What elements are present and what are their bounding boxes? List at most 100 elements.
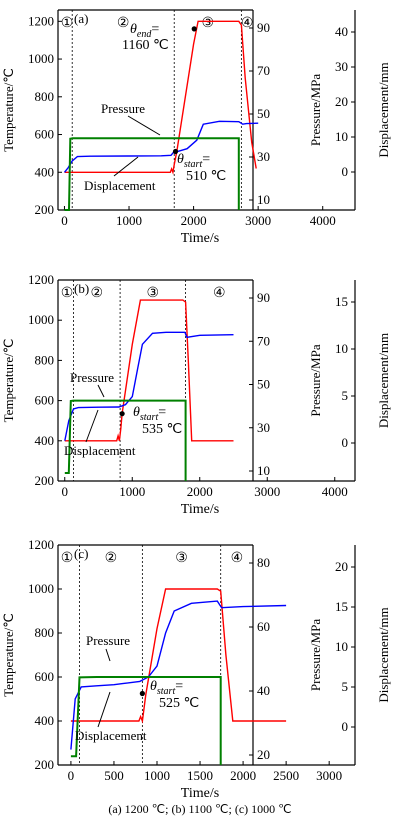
panel3-pressure-tick-label: 80 bbox=[257, 555, 270, 570]
panel2-x-tick-label: 3000 bbox=[254, 484, 280, 499]
panel3-pressure-tick-label: 20 bbox=[257, 747, 270, 762]
panel1-displacement-leader bbox=[113, 156, 139, 177]
panel1-theta-end-value: 1160 ℃ bbox=[122, 38, 169, 53]
panel2-stage-label: ③ bbox=[147, 286, 160, 301]
panel1-x-tick-label: 4000 bbox=[310, 213, 336, 228]
panel3-stage-label: ① bbox=[61, 551, 74, 566]
panel3-temperature-line bbox=[70, 588, 287, 724]
panel3-theta-start-marker bbox=[139, 690, 145, 697]
panel2-pressure-tick-label: 30 bbox=[257, 420, 270, 435]
panel3-displacement-tick-label: 5 bbox=[342, 679, 349, 694]
panel1-panel-label: (a) bbox=[74, 11, 88, 26]
panel2-pressure-annotation: Pressure bbox=[70, 370, 114, 385]
panel2-stage-label: ② bbox=[91, 286, 104, 301]
panel1-displacement-axis-label: Displacement/mm bbox=[376, 62, 391, 157]
panel3-y-axis-label: Temperature/℃ bbox=[1, 613, 16, 697]
panel2-theta-start-label: θstart= bbox=[133, 405, 166, 423]
panel2-pressure-tick-label: 10 bbox=[257, 463, 270, 478]
panel3-x-axis-label: Time/s bbox=[181, 786, 219, 800]
panel1-stage-label: ② bbox=[117, 16, 130, 31]
panel1-y-tick-label: 800 bbox=[35, 89, 55, 104]
panel3-displacement-tick-label: 0 bbox=[342, 719, 349, 734]
panel1-x-tick-label: 1000 bbox=[116, 213, 142, 228]
panel1-pressure-tick-label: 10 bbox=[257, 192, 270, 207]
panel1-y-tick-label: 400 bbox=[35, 164, 55, 179]
panel3-pressure-axis-label: Pressure/MPa bbox=[308, 619, 323, 691]
panel3-pressure-tick-label: 60 bbox=[257, 619, 270, 634]
panel2-displacement-line bbox=[64, 331, 234, 441]
panel2-pressure-line bbox=[64, 399, 187, 481]
panel1-y-tick-label: 600 bbox=[35, 127, 55, 142]
panel1-displacement-tick-label: 30 bbox=[335, 59, 348, 74]
panel3-y-tick-label: 1200 bbox=[28, 537, 54, 552]
panel3-displacement-tick-label: 15 bbox=[335, 599, 348, 614]
panel3-stage-label: ③ bbox=[175, 551, 188, 566]
panel2-pressure-tick-label: 90 bbox=[257, 290, 270, 305]
panel1-pressure-tick-label: 50 bbox=[257, 106, 270, 121]
panel1-stage-label: ① bbox=[61, 16, 74, 31]
panel2-stage-label: ④ bbox=[213, 286, 226, 301]
panel3-displacement-tick-label: 10 bbox=[335, 639, 348, 654]
panel1-displacement-line bbox=[63, 120, 259, 173]
panel1-pressure-axis-label: Pressure/MPa bbox=[308, 74, 323, 146]
panel2-y-tick-label: 800 bbox=[35, 352, 55, 367]
panel2-stage-label: ① bbox=[61, 286, 74, 301]
panel3-displacement-annotation: Displacement bbox=[75, 728, 147, 743]
panel1-stage-label: ④ bbox=[241, 16, 254, 31]
panel1-x-tick-label: 3000 bbox=[245, 213, 271, 228]
panel3-x-tick-label: 500 bbox=[104, 768, 124, 783]
panel2-displacement-tick-label: 10 bbox=[335, 341, 348, 356]
panel2-temperature-line bbox=[64, 299, 234, 442]
panel1-pressure-leader bbox=[127, 115, 161, 136]
panel1-displacement-tick-label: 40 bbox=[335, 24, 348, 39]
panel1-theta-end-label: θend= bbox=[130, 22, 159, 40]
panel1-displacement-tick-label: 20 bbox=[335, 94, 348, 109]
panel3-y-tick-label: 400 bbox=[35, 713, 55, 728]
panel2-y-tick-label: 400 bbox=[35, 433, 55, 448]
panel1-x-tick-label: 2000 bbox=[181, 213, 207, 228]
panel2-displacement-tick-label: 15 bbox=[335, 294, 348, 309]
panel2-displacement-axis-label: Displacement/mm bbox=[376, 333, 391, 428]
panel1-y-tick-label: 1200 bbox=[28, 13, 54, 28]
panel3-pressure-annotation: Pressure bbox=[86, 633, 130, 648]
panel2-pressure-leader bbox=[97, 384, 105, 398]
panel2-x-tick-label: 0 bbox=[62, 484, 69, 499]
panel2-y-tick-label: 1000 bbox=[28, 312, 54, 327]
panel2-x-tick-label: 1000 bbox=[119, 484, 145, 499]
panel2-pressure-tick-label: 50 bbox=[257, 377, 270, 392]
panel1-temperature-line bbox=[64, 20, 257, 175]
panel2-y-tick-label: 1200 bbox=[28, 272, 54, 287]
panel2-x-axis-label: Time/s bbox=[181, 502, 219, 517]
panel3-displacement-leader bbox=[97, 691, 111, 728]
panel3-x-tick-label: 0 bbox=[68, 768, 75, 783]
panel2-x-tick-label: 2000 bbox=[187, 484, 213, 499]
panel1-theta-end-marker bbox=[191, 26, 197, 32]
panel1-pressure-annotation: Pressure bbox=[101, 101, 145, 116]
panel2-theta-start-marker bbox=[119, 411, 125, 417]
panel3-x-tick-label: 1000 bbox=[144, 768, 170, 783]
figure-canvas: 0 1000 2000 3000 400020040060080010001200103… bbox=[1, 9, 391, 800]
panel2-panel-label: (b) bbox=[74, 281, 89, 296]
panel3-stage-label: ④ bbox=[231, 551, 244, 566]
panel1-stage-label: ③ bbox=[202, 16, 215, 31]
panel2-x-tick-label: 4000 bbox=[322, 484, 348, 499]
panel1-theta-start-value: 510 ℃ bbox=[186, 169, 226, 184]
panel3-pressure-tick-label: 40 bbox=[257, 683, 270, 698]
panel1-pressure-tick-label: 70 bbox=[257, 63, 270, 78]
panel1-pressure-tick-label: 90 bbox=[257, 20, 270, 35]
panel3-theta-start-label: θstart= bbox=[150, 679, 183, 697]
panel3-y-tick-label: 600 bbox=[35, 669, 55, 684]
panel2-pressure-axis-label: Pressure/MPa bbox=[308, 344, 323, 416]
panel1-theta-start-label: θstart= bbox=[177, 152, 210, 170]
panel2-y-tick-label: 200 bbox=[35, 473, 55, 488]
panel1-displacement-annotation: Displacement bbox=[84, 178, 156, 193]
panel3-y-tick-label: 200 bbox=[35, 757, 55, 772]
panel3-displacement-tick-label: 20 bbox=[335, 559, 348, 574]
panel1-theta-start-marker bbox=[172, 148, 179, 155]
panel3-panel-label: (c) bbox=[74, 546, 88, 561]
panel1-x-tick-label: 0 bbox=[61, 213, 68, 228]
panel2-y-tick-label: 600 bbox=[35, 393, 55, 408]
panel3-x-tick-label: 2000 bbox=[230, 768, 256, 783]
panel2-displacement-annotation: Displacement bbox=[64, 443, 136, 458]
panel2-displacement-tick-label: 0 bbox=[342, 435, 349, 450]
